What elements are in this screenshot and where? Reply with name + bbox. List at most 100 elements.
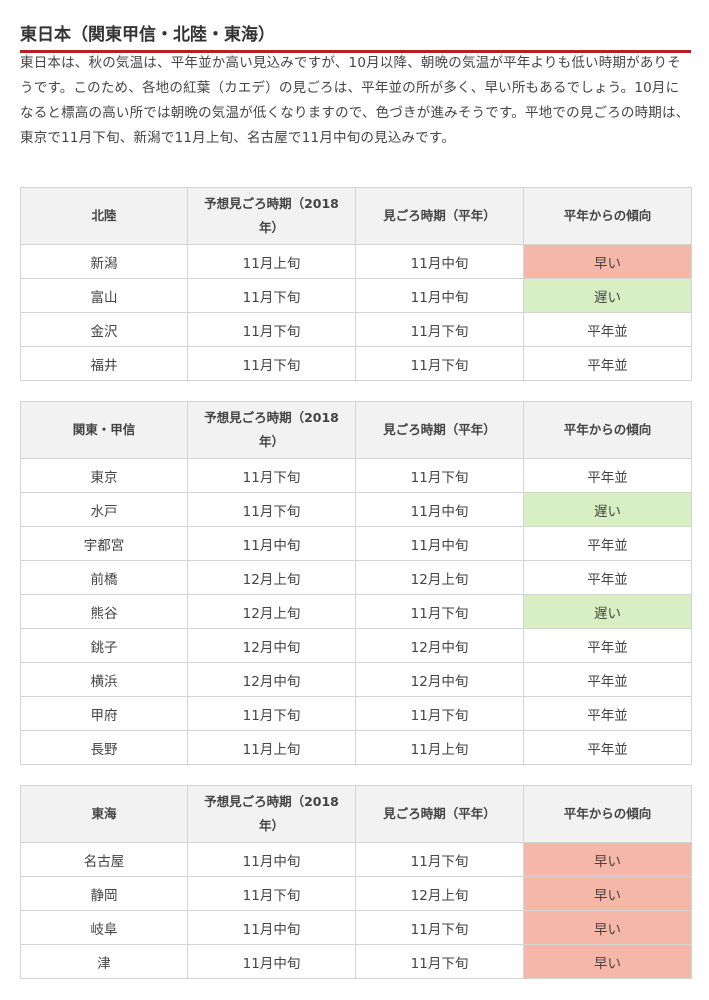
table-hokuriku: 北陸 予想見ごろ時期（2018年） 見ごろ時期（平年） 平年からの傾向 新潟 11… bbox=[20, 187, 692, 381]
normal-cell: 12月中旬 bbox=[355, 662, 524, 697]
forecast-cell: 12月中旬 bbox=[187, 662, 356, 697]
table-row: 富山 11月下旬 11月中旬 遅い bbox=[20, 278, 692, 313]
city-cell: 横浜 bbox=[20, 662, 188, 697]
table-row: 東京 11月下旬 11月下旬 平年並 bbox=[20, 458, 692, 493]
city-cell: 長野 bbox=[20, 730, 188, 765]
trend-header: 平年からの傾向 bbox=[523, 785, 692, 843]
forecast-cell: 11月下旬 bbox=[187, 492, 356, 527]
region-header: 北陸 bbox=[20, 187, 188, 245]
forecast-cell: 12月上旬 bbox=[187, 560, 356, 595]
table-tokai: 東海 予想見ごろ時期（2018年） 見ごろ時期（平年） 平年からの傾向 名古屋 1… bbox=[20, 785, 692, 979]
table-row: 静岡 11月下旬 12月上旬 早い bbox=[20, 876, 692, 911]
normal-cell: 11月下旬 bbox=[355, 458, 524, 493]
table-header-row: 東海 予想見ごろ時期（2018年） 見ごろ時期（平年） 平年からの傾向 bbox=[20, 785, 692, 843]
table-row: 銚子 12月中旬 12月中旬 平年並 bbox=[20, 628, 692, 663]
city-cell: 新潟 bbox=[20, 244, 188, 279]
table-row: 津 11月中旬 11月下旬 早い bbox=[20, 944, 692, 979]
city-cell: 津 bbox=[20, 944, 188, 979]
table-row: 横浜 12月中旬 12月中旬 平年並 bbox=[20, 662, 692, 697]
normal-cell: 12月上旬 bbox=[355, 876, 524, 911]
normal-header: 見ごろ時期（平年） bbox=[355, 187, 524, 245]
normal-cell: 11月下旬 bbox=[355, 346, 524, 381]
city-cell: 静岡 bbox=[20, 876, 188, 911]
forecast-header: 予想見ごろ時期（2018年） bbox=[187, 401, 356, 459]
normal-cell: 11月中旬 bbox=[355, 492, 524, 527]
table-header-row: 関東・甲信 予想見ごろ時期（2018年） 見ごろ時期（平年） 平年からの傾向 bbox=[20, 401, 692, 459]
trend-cell: 平年並 bbox=[523, 458, 692, 493]
intro-paragraph: 東日本は、秋の気温は、平年並か高い見込みですが、10月以降、朝晩の気温が平年より… bbox=[20, 55, 690, 146]
city-cell: 銚子 bbox=[20, 628, 188, 663]
city-cell: 金沢 bbox=[20, 312, 188, 347]
normal-cell: 11月下旬 bbox=[355, 312, 524, 347]
city-cell: 水戸 bbox=[20, 492, 188, 527]
trend-header: 平年からの傾向 bbox=[523, 187, 692, 245]
table-header-row: 北陸 予想見ごろ時期（2018年） 見ごろ時期（平年） 平年からの傾向 bbox=[20, 187, 692, 245]
trend-cell: 平年並 bbox=[523, 560, 692, 595]
forecast-cell: 11月下旬 bbox=[187, 876, 356, 911]
city-cell: 宇都宮 bbox=[20, 526, 188, 561]
normal-cell: 11月中旬 bbox=[355, 526, 524, 561]
normal-cell: 11月下旬 bbox=[355, 696, 524, 731]
forecast-cell: 11月上旬 bbox=[187, 244, 356, 279]
table-row: 新潟 11月上旬 11月中旬 早い bbox=[20, 244, 692, 279]
trend-cell: 早い bbox=[523, 842, 692, 877]
forecast-cell: 12月上旬 bbox=[187, 594, 356, 629]
normal-cell: 11月下旬 bbox=[355, 910, 524, 945]
forecast-cell: 12月中旬 bbox=[187, 628, 356, 663]
forecast-cell: 11月下旬 bbox=[187, 458, 356, 493]
table-row: 熊谷 12月上旬 11月下旬 遅い bbox=[20, 594, 692, 629]
forecast-cell: 11月下旬 bbox=[187, 278, 356, 313]
forecast-cell: 11月下旬 bbox=[187, 696, 356, 731]
trend-cell: 遅い bbox=[523, 492, 692, 527]
table-row: 長野 11月上旬 11月上旬 平年並 bbox=[20, 730, 692, 765]
forecast-header: 予想見ごろ時期（2018年） bbox=[187, 187, 356, 245]
table-row: 水戸 11月下旬 11月中旬 遅い bbox=[20, 492, 692, 527]
forecast-cell: 11月中旬 bbox=[187, 842, 356, 877]
table-kanto-koshin: 関東・甲信 予想見ごろ時期（2018年） 見ごろ時期（平年） 平年からの傾向 東… bbox=[20, 401, 692, 765]
city-cell: 福井 bbox=[20, 346, 188, 381]
normal-cell: 11月中旬 bbox=[355, 244, 524, 279]
trend-cell: 平年並 bbox=[523, 730, 692, 765]
table-row: 前橋 12月上旬 12月上旬 平年並 bbox=[20, 560, 692, 595]
city-cell: 熊谷 bbox=[20, 594, 188, 629]
city-cell: 前橋 bbox=[20, 560, 188, 595]
trend-cell: 平年並 bbox=[523, 526, 692, 561]
trend-cell: 平年並 bbox=[523, 346, 692, 381]
trend-cell: 早い bbox=[523, 244, 692, 279]
forecast-header: 予想見ごろ時期（2018年） bbox=[187, 785, 356, 843]
normal-cell: 11月中旬 bbox=[355, 278, 524, 313]
region-header: 東海 bbox=[20, 785, 188, 843]
trend-cell: 遅い bbox=[523, 278, 692, 313]
normal-cell: 12月中旬 bbox=[355, 628, 524, 663]
city-cell: 甲府 bbox=[20, 696, 188, 731]
forecast-cell: 11月中旬 bbox=[187, 944, 356, 979]
trend-cell: 平年並 bbox=[523, 662, 692, 697]
trend-cell: 平年並 bbox=[523, 312, 692, 347]
region-header: 関東・甲信 bbox=[20, 401, 188, 459]
table-row: 福井 11月下旬 11月下旬 平年並 bbox=[20, 346, 692, 381]
trend-cell: 平年並 bbox=[523, 696, 692, 731]
city-cell: 名古屋 bbox=[20, 842, 188, 877]
trend-cell: 早い bbox=[523, 944, 692, 979]
normal-cell: 11月下旬 bbox=[355, 944, 524, 979]
forecast-cell: 11月下旬 bbox=[187, 346, 356, 381]
trend-cell: 平年並 bbox=[523, 628, 692, 663]
forecast-cell: 11月中旬 bbox=[187, 526, 356, 561]
normal-cell: 11月下旬 bbox=[355, 594, 524, 629]
normal-cell: 11月上旬 bbox=[355, 730, 524, 765]
table-row: 名古屋 11月中旬 11月下旬 早い bbox=[20, 842, 692, 877]
city-cell: 東京 bbox=[20, 458, 188, 493]
normal-cell: 11月下旬 bbox=[355, 842, 524, 877]
trend-header: 平年からの傾向 bbox=[523, 401, 692, 459]
normal-header: 見ごろ時期（平年） bbox=[355, 401, 524, 459]
normal-cell: 12月上旬 bbox=[355, 560, 524, 595]
trend-cell: 早い bbox=[523, 876, 692, 911]
forecast-cell: 11月中旬 bbox=[187, 910, 356, 945]
table-row: 宇都宮 11月中旬 11月中旬 平年並 bbox=[20, 526, 692, 561]
trend-cell: 遅い bbox=[523, 594, 692, 629]
normal-header: 見ごろ時期（平年） bbox=[355, 785, 524, 843]
city-cell: 岐阜 bbox=[20, 910, 188, 945]
forecast-cell: 11月下旬 bbox=[187, 312, 356, 347]
table-row: 金沢 11月下旬 11月下旬 平年並 bbox=[20, 312, 692, 347]
